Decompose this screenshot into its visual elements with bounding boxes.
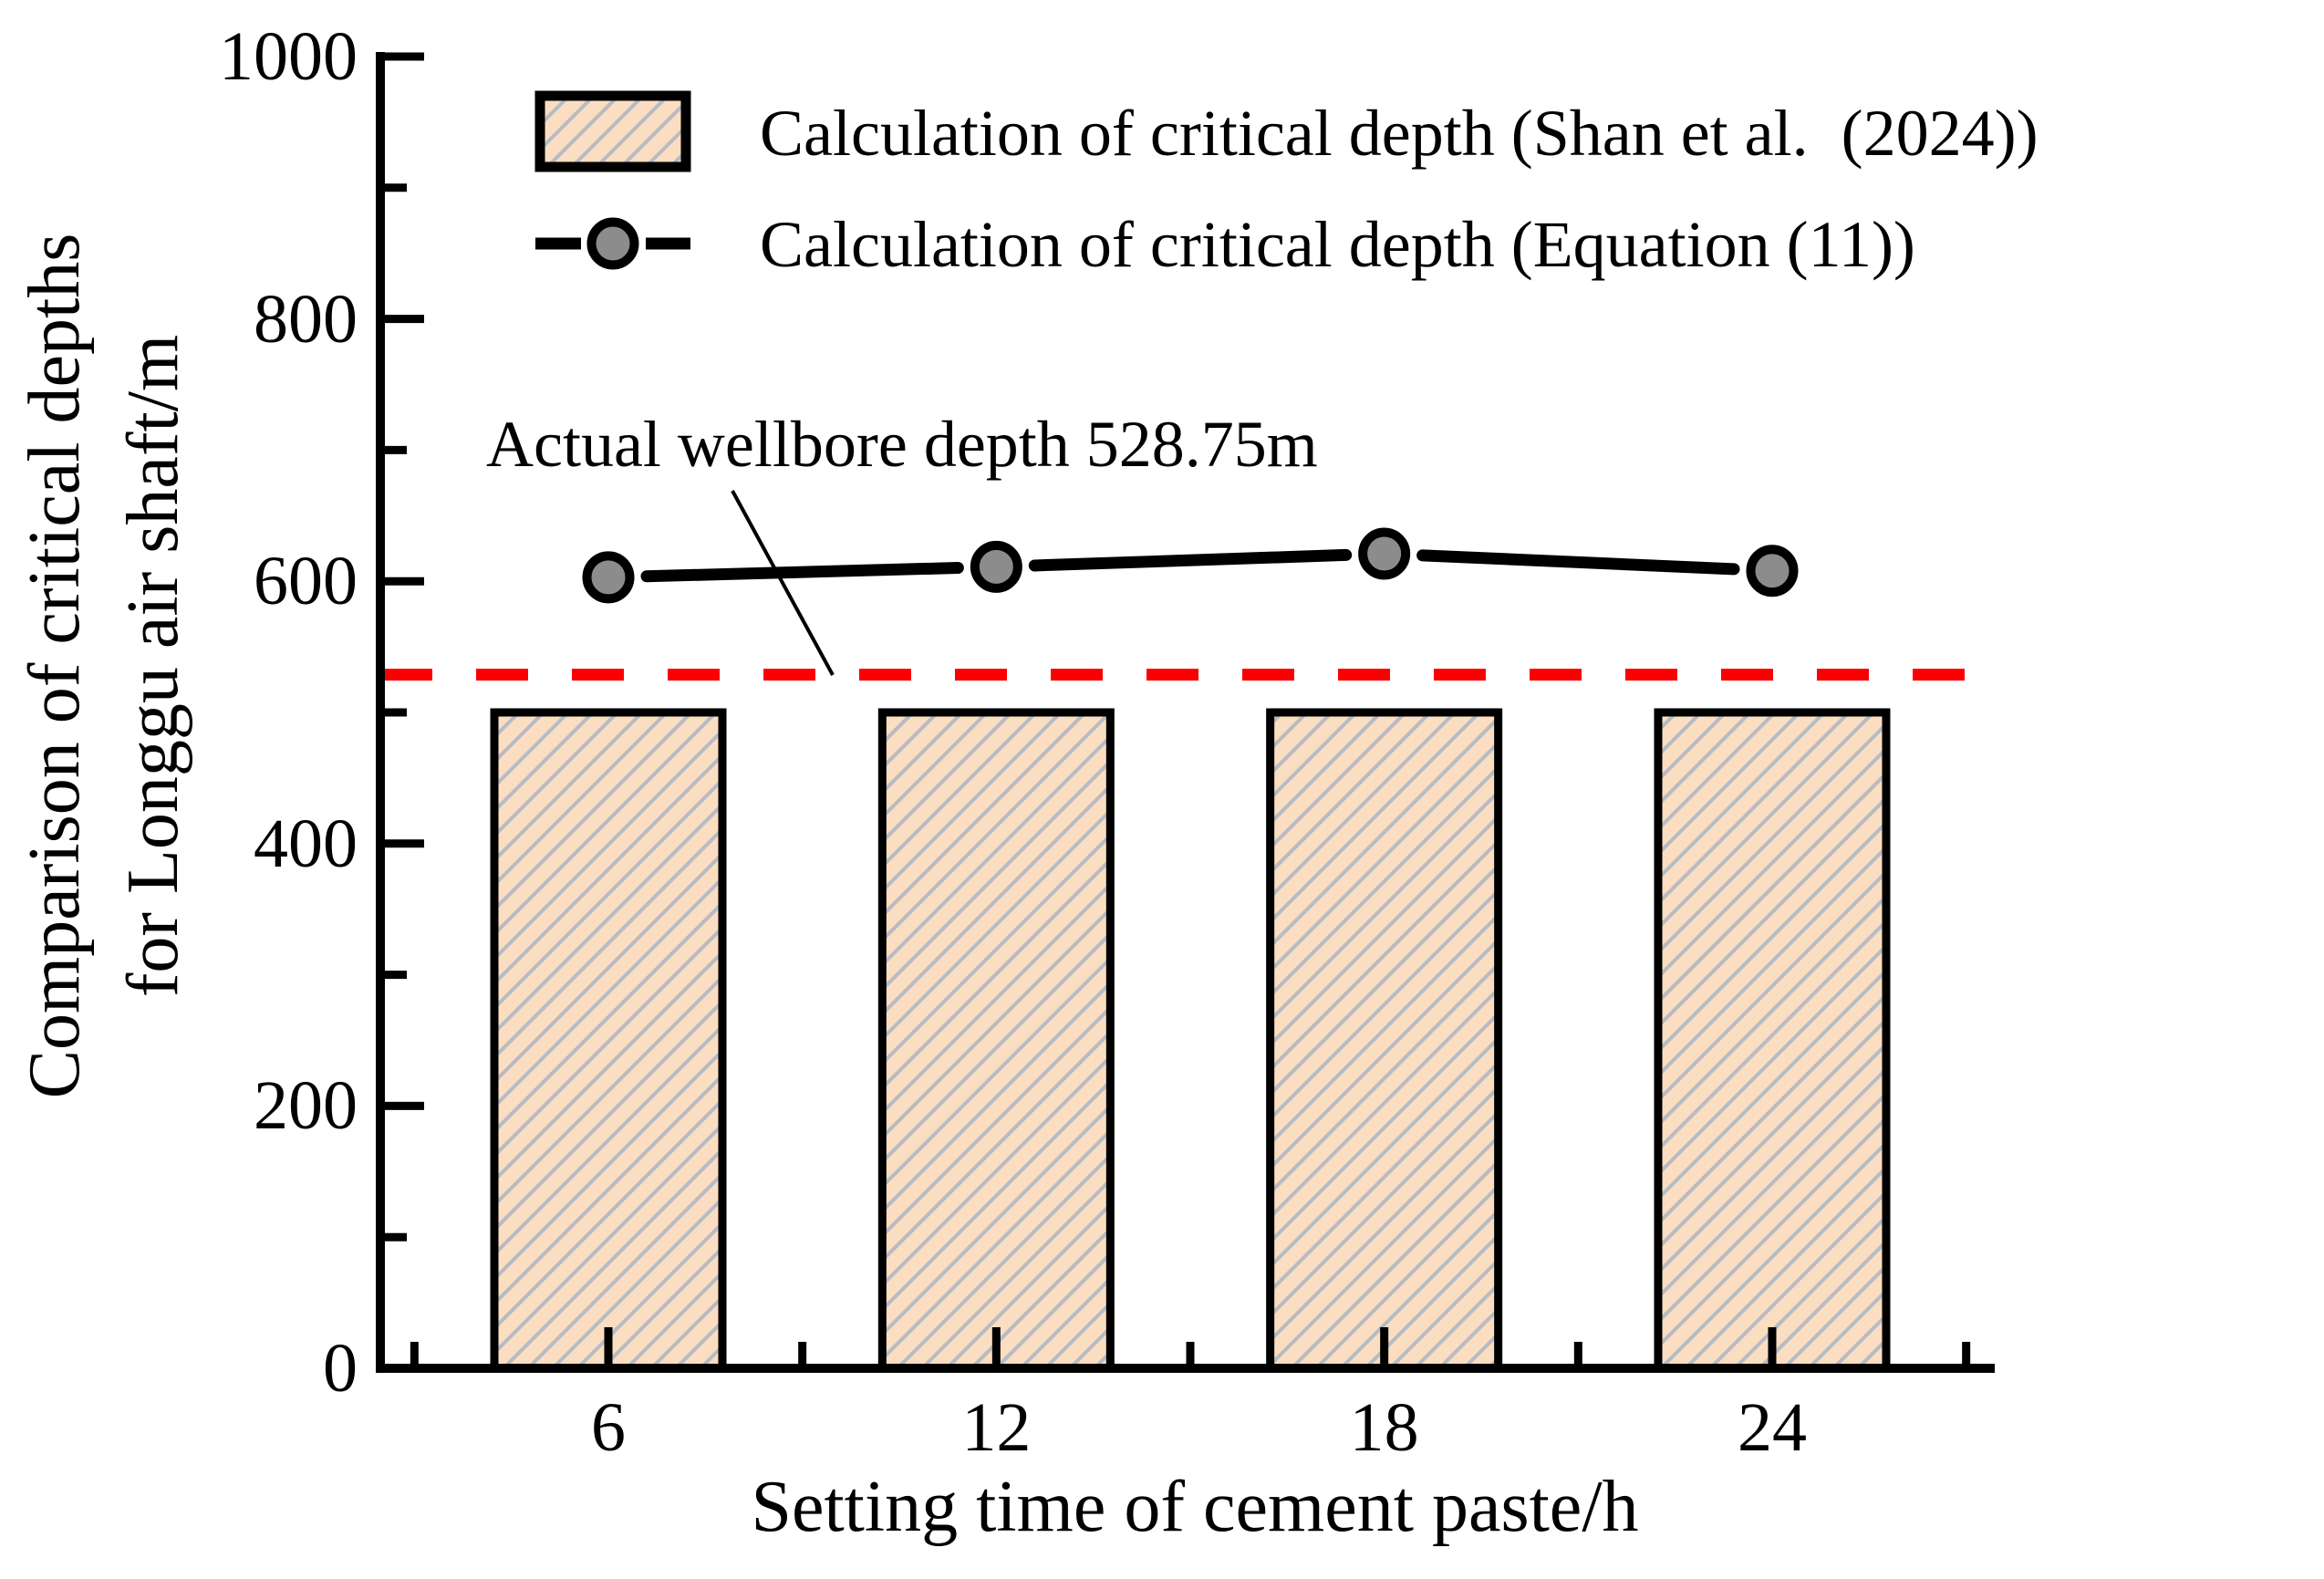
- x-axis-title: Setting time of cement paste/h: [751, 1467, 1639, 1547]
- x-tick-label: 12: [961, 1389, 1032, 1466]
- y-tick-label: 400: [254, 805, 358, 882]
- legend-bar-swatch: [534, 90, 691, 172]
- bar-hatch: [1270, 712, 1499, 1368]
- data-point-marker: [970, 540, 1022, 593]
- y-axis-title-line2: for Longgu air shaft/m: [113, 334, 193, 998]
- legend-line-marker: [586, 217, 639, 270]
- bar-hatch: [494, 712, 722, 1368]
- y-tick-label: 800: [254, 280, 358, 358]
- bar-hatch: [882, 712, 1111, 1368]
- bar-hatch: [1657, 712, 1886, 1368]
- reference-line-annotation: Actual wellbore depth 528.75m: [486, 408, 1318, 481]
- legend-label-bar-series: Calculation of critical depth (Shan et a…: [760, 97, 2039, 170]
- y-tick-label: 600: [254, 543, 358, 620]
- annotation-leader-line: [731, 490, 835, 676]
- line-segment: [640, 562, 964, 583]
- y-tick-label: 1000: [219, 18, 358, 95]
- data-point-marker: [1358, 527, 1411, 580]
- y-tick-label: 200: [254, 1067, 358, 1145]
- legend-label-line-series: Calculation of critical depth (Equation …: [760, 208, 1915, 281]
- y-axis-title-line1: Comparison of critical depths: [15, 233, 95, 1099]
- y-tick-label: 0: [323, 1330, 358, 1407]
- legend-bar-swatch-hatch: [540, 96, 686, 167]
- x-tick-label: 6: [591, 1389, 626, 1466]
- data-point-marker: [582, 551, 635, 604]
- line-segment: [1416, 549, 1740, 576]
- x-tick-label: 24: [1737, 1389, 1807, 1466]
- line-segment: [1028, 548, 1353, 572]
- data-point-marker: [1746, 545, 1799, 597]
- x-tick-label: 18: [1349, 1389, 1419, 1466]
